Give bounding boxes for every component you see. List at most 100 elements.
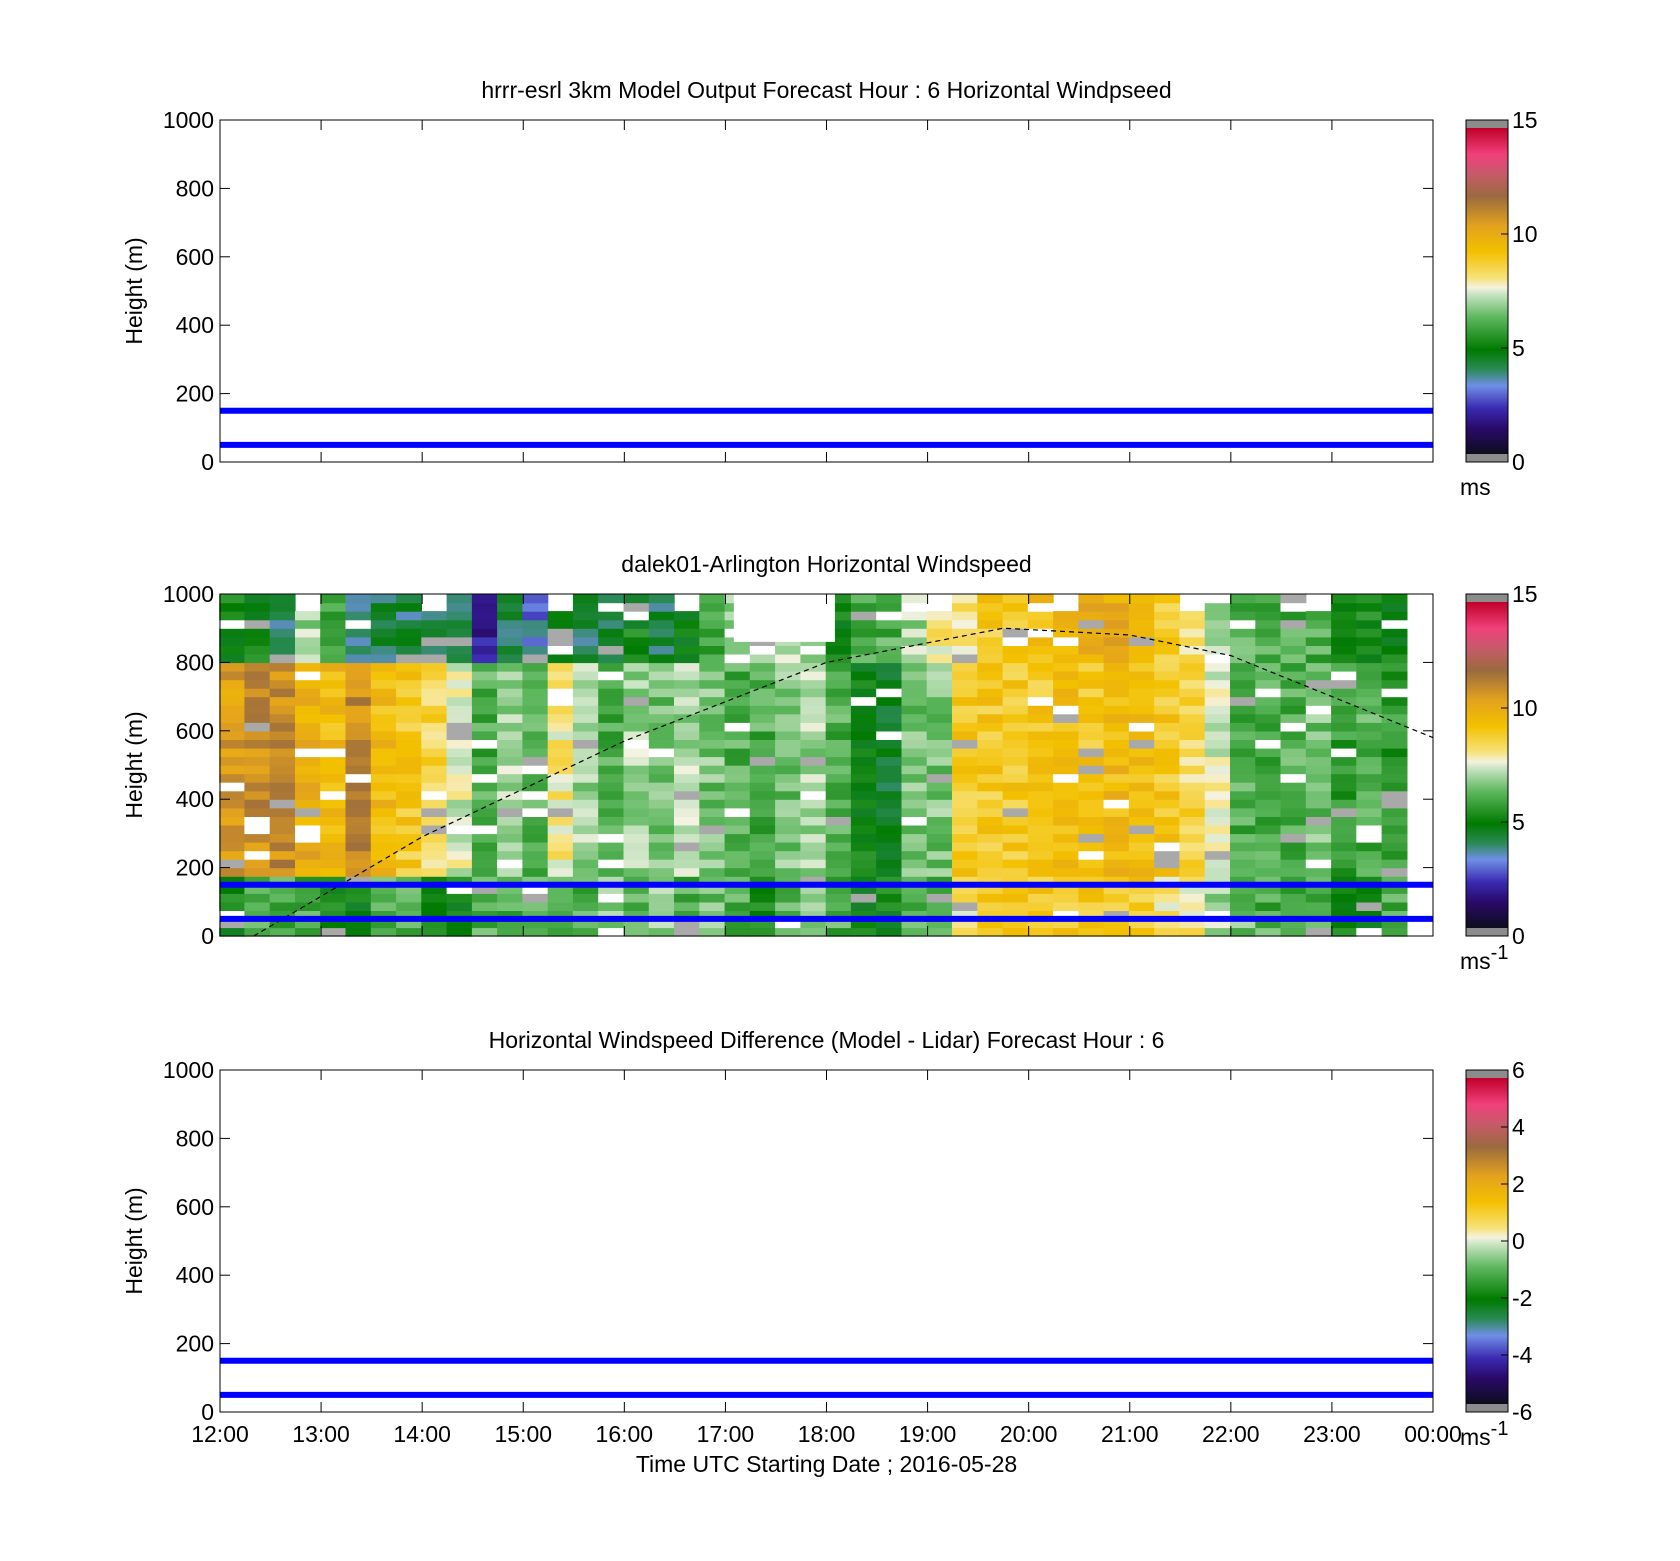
heatmap-cell bbox=[1381, 636, 1408, 646]
heatmap-cell bbox=[345, 859, 372, 869]
heatmap-cell bbox=[547, 679, 574, 689]
heatmap-cell bbox=[244, 713, 271, 723]
heatmap-cell bbox=[295, 696, 321, 706]
heatmap-cell bbox=[1280, 594, 1307, 604]
heatmap-cell bbox=[1356, 884, 1383, 894]
heatmap-cell bbox=[1204, 645, 1231, 655]
heatmap-cell bbox=[1179, 867, 1206, 877]
heatmap-cell bbox=[1381, 807, 1408, 817]
heatmap-cell bbox=[522, 824, 549, 835]
heatmap-cell bbox=[370, 782, 397, 792]
heatmap-cell bbox=[1255, 807, 1282, 817]
heatmap-cell bbox=[724, 876, 751, 886]
heatmap-cell bbox=[269, 722, 296, 732]
heatmap-cell bbox=[1154, 645, 1181, 655]
heatmap-cell bbox=[952, 756, 978, 766]
heatmap-cell bbox=[775, 688, 801, 698]
heatmap-cell bbox=[1230, 833, 1256, 843]
heatmap-cell bbox=[1230, 679, 1256, 689]
heatmap-cell bbox=[269, 918, 296, 929]
heatmap-cell bbox=[1280, 790, 1307, 800]
colorbar-over bbox=[1466, 594, 1508, 602]
x-tick-label: 15:00 bbox=[494, 1421, 552, 1447]
heatmap-cell bbox=[1255, 910, 1282, 920]
heatmap-cell bbox=[244, 773, 271, 783]
heatmap-cell bbox=[1255, 842, 1282, 852]
heatmap-cell bbox=[396, 730, 422, 740]
heatmap-cell bbox=[749, 790, 776, 800]
heatmap-cell bbox=[876, 739, 903, 749]
heatmap-cell bbox=[1002, 756, 1029, 766]
heatmap-cell bbox=[623, 628, 650, 638]
heatmap-cell bbox=[1280, 619, 1307, 629]
heatmap-cell bbox=[547, 850, 574, 860]
heatmap-cell bbox=[1027, 653, 1054, 664]
panel-1: hrrr-esrl 3km Model Output Forecast Hour… bbox=[121, 77, 1538, 500]
heatmap-cell bbox=[674, 842, 700, 852]
heatmap-cell bbox=[1078, 867, 1105, 877]
heatmap-cell bbox=[674, 645, 700, 655]
x-tick-label: 18:00 bbox=[798, 1421, 856, 1447]
heatmap-cell bbox=[1255, 730, 1282, 740]
heatmap-cell bbox=[1128, 782, 1155, 792]
heatmap-cell bbox=[497, 611, 523, 621]
heatmap-cell bbox=[1128, 713, 1155, 723]
heatmap-cell bbox=[1331, 611, 1357, 621]
heatmap-cell bbox=[699, 594, 726, 604]
heatmap-cell bbox=[370, 713, 397, 723]
heatmap-cell bbox=[1331, 696, 1357, 706]
heatmap-cell bbox=[421, 927, 448, 937]
heatmap-cell bbox=[749, 756, 776, 766]
heatmap-cell bbox=[1154, 816, 1181, 826]
heatmap-cell bbox=[320, 901, 347, 911]
heatmap-cell bbox=[244, 910, 271, 920]
heatmap-cell bbox=[522, 730, 549, 740]
y-tick-label: 400 bbox=[176, 312, 214, 338]
heatmap-cell bbox=[1027, 807, 1054, 817]
heatmap-cell bbox=[1027, 679, 1054, 689]
heatmap-cell bbox=[1381, 688, 1408, 698]
colorbar-tick-label: 6 bbox=[1512, 1057, 1525, 1083]
heatmap-cell bbox=[370, 765, 397, 775]
heatmap-cell bbox=[1280, 756, 1307, 766]
heatmap-cell bbox=[471, 619, 498, 629]
heatmap-cell bbox=[244, 679, 271, 689]
heatmap-cell bbox=[825, 833, 852, 843]
heatmap-cell bbox=[1179, 765, 1206, 775]
heatmap-cell bbox=[1280, 927, 1307, 937]
heatmap-cell bbox=[1179, 910, 1206, 920]
heatmap-cell bbox=[1078, 893, 1105, 903]
heatmap-cell bbox=[370, 850, 397, 860]
heatmap-cell bbox=[497, 679, 523, 689]
colorbar-gradient bbox=[1466, 128, 1508, 454]
heatmap-cell bbox=[421, 739, 448, 749]
heatmap-cell bbox=[674, 927, 700, 937]
heatmap-cell bbox=[648, 594, 675, 604]
heatmap-cell bbox=[370, 910, 397, 920]
heatmap-cell bbox=[1381, 859, 1408, 869]
heatmap-cell bbox=[522, 867, 549, 877]
heatmap-cell bbox=[1128, 884, 1155, 894]
heatmap-cell bbox=[1078, 765, 1105, 775]
heatmap-cell bbox=[219, 782, 246, 792]
heatmap-cell bbox=[1002, 645, 1029, 655]
colorbar-frame bbox=[1465, 119, 1509, 463]
heatmap-cell bbox=[522, 927, 549, 937]
heatmap-cell bbox=[1255, 671, 1282, 681]
heatmap-cell bbox=[648, 884, 675, 894]
heatmap-cell bbox=[1078, 773, 1105, 783]
heatmap-cell bbox=[674, 773, 700, 783]
heatmap-cell bbox=[775, 782, 801, 792]
heatmap-cell bbox=[269, 884, 296, 894]
heatmap-cell bbox=[446, 628, 473, 638]
heatmap-cell bbox=[825, 927, 852, 937]
heatmap-cell bbox=[876, 756, 903, 766]
heatmap-cell bbox=[547, 790, 574, 800]
heatmap-cell bbox=[1356, 722, 1383, 732]
heatmap-cell bbox=[699, 722, 726, 732]
heatmap-cell bbox=[421, 824, 448, 835]
heatmap-cell bbox=[1002, 765, 1029, 775]
heatmap-cell bbox=[370, 901, 397, 911]
heatmap-cell bbox=[446, 859, 473, 869]
heatmap-cell bbox=[825, 901, 852, 911]
